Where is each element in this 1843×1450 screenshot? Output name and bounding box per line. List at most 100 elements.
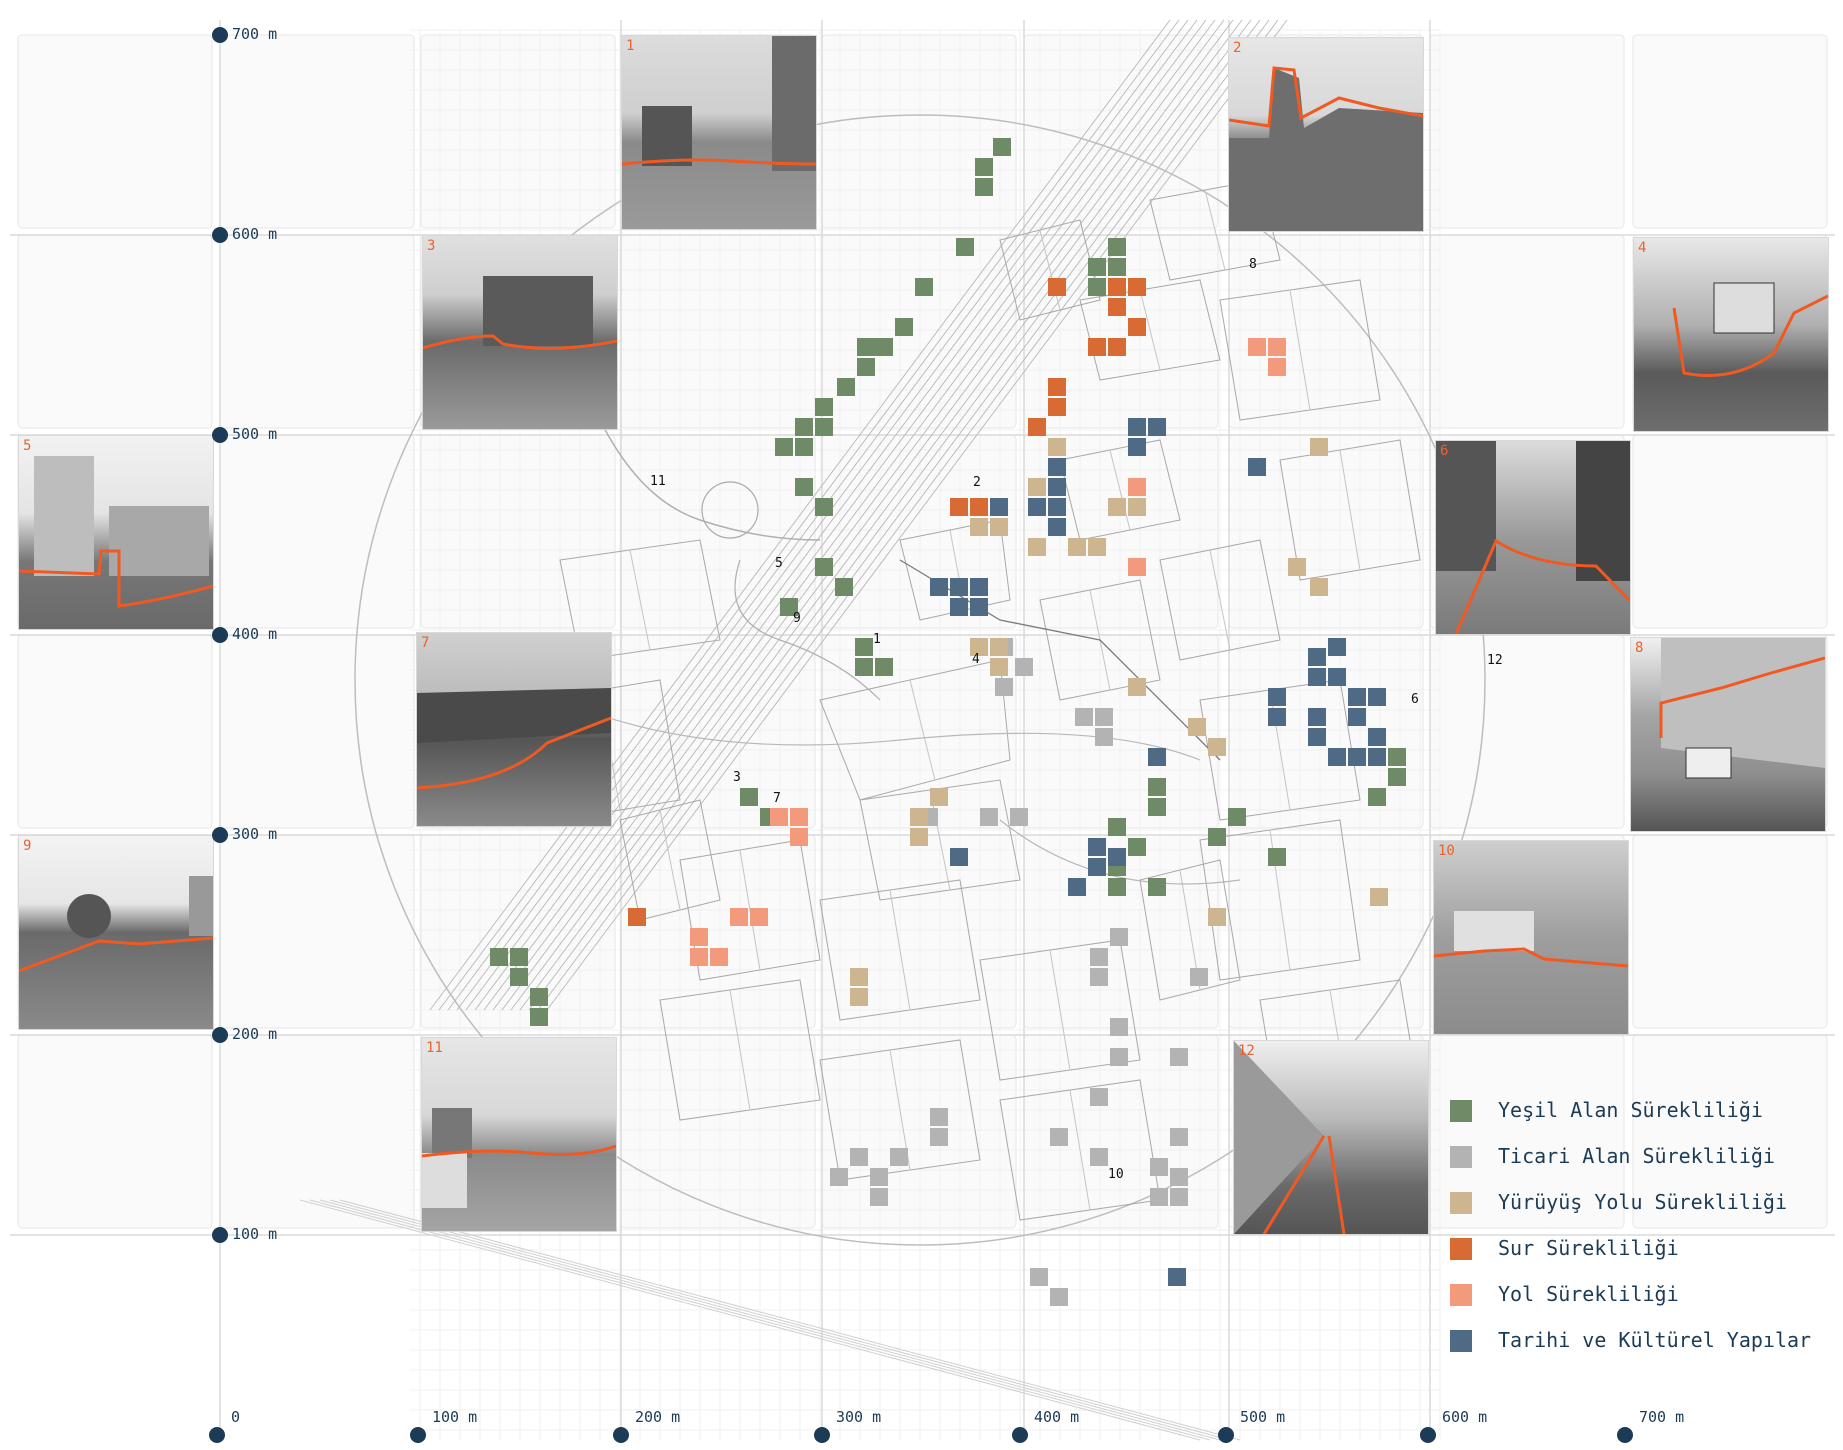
continuity-cell — [1308, 648, 1326, 666]
continuity-cell — [910, 828, 928, 846]
continuity-cell — [855, 658, 873, 676]
continuity-cell — [530, 988, 548, 1006]
legend-swatch — [1450, 1100, 1472, 1122]
continuity-cell — [1268, 848, 1286, 866]
y-axis-label: 400 m — [232, 625, 278, 643]
continuity-cell — [990, 658, 1008, 676]
continuity-cell — [1170, 1168, 1188, 1186]
continuity-cell — [1268, 338, 1286, 356]
continuity-cell — [1128, 678, 1146, 696]
photo-5: 5 — [18, 435, 214, 630]
continuity-cell — [1108, 338, 1126, 356]
continuity-cell — [1090, 948, 1108, 966]
legend-swatch — [1450, 1330, 1472, 1352]
continuity-cell — [1048, 438, 1066, 456]
continuity-cell — [975, 178, 993, 196]
continuity-cell — [875, 658, 893, 676]
continuity-cell — [795, 438, 813, 456]
continuity-cell — [1170, 1188, 1188, 1206]
continuity-cell — [930, 788, 948, 806]
continuity-cell — [1028, 478, 1046, 496]
continuity-cell — [970, 578, 988, 596]
continuity-cell — [1048, 518, 1066, 536]
map-label-2: 2 — [973, 475, 981, 490]
continuity-cell — [950, 848, 968, 866]
continuity-cell — [1268, 688, 1286, 706]
continuity-cell — [1108, 258, 1126, 276]
continuity-cell — [815, 418, 833, 436]
continuity-cell — [1168, 1268, 1186, 1286]
continuity-cell — [1128, 278, 1146, 296]
axis-dot — [212, 427, 228, 443]
continuity-cell — [1010, 808, 1028, 826]
continuity-cell — [1148, 418, 1166, 436]
continuity-cell — [1190, 968, 1208, 986]
continuity-cell — [1110, 1048, 1128, 1066]
continuity-cell — [1015, 658, 1033, 676]
photo-11: 11 — [421, 1037, 617, 1232]
axis-dot — [212, 827, 228, 843]
axis-dot — [209, 1427, 225, 1443]
continuity-cell — [1108, 498, 1126, 516]
continuity-cell — [1048, 498, 1066, 516]
continuity-cell — [1368, 788, 1386, 806]
continuity-cell — [950, 498, 968, 516]
continuity-cell — [815, 498, 833, 516]
legend-label: Yol Sürekliliği — [1498, 1282, 1679, 1306]
continuity-cell — [740, 788, 758, 806]
continuity-cell — [995, 678, 1013, 696]
continuity-cell — [1128, 498, 1146, 516]
continuity-cell — [1108, 878, 1126, 896]
photo-number: 8 — [1635, 640, 1644, 656]
continuity-cell — [1148, 878, 1166, 896]
continuity-cell — [690, 948, 708, 966]
legend-label: Sur Sürekliliği — [1498, 1236, 1679, 1260]
continuity-cell — [790, 828, 808, 846]
continuity-cell — [1248, 458, 1266, 476]
photo-7: 7 — [416, 632, 612, 827]
continuity-cell — [1088, 538, 1106, 556]
photo-number: 3 — [427, 238, 436, 254]
photo-2: 2 — [1228, 37, 1424, 232]
photo-number: 10 — [1438, 843, 1455, 859]
continuity-cell — [510, 948, 528, 966]
map-label-10: 10 — [1108, 1167, 1124, 1182]
photo-10: 10 — [1433, 840, 1629, 1035]
continuity-cell — [1108, 298, 1126, 316]
continuity-cell — [690, 928, 708, 946]
continuity-cell — [1328, 748, 1346, 766]
continuity-cell — [970, 498, 988, 516]
map-label-7: 7 — [773, 791, 781, 806]
continuity-cell — [1268, 358, 1286, 376]
continuity-cell — [1328, 668, 1346, 686]
continuity-cell — [1148, 778, 1166, 796]
x-axis-label: 100 m — [432, 1408, 478, 1426]
continuity-cell — [1110, 1018, 1128, 1036]
y-axis-label: 300 m — [232, 825, 278, 843]
continuity-cell — [1208, 738, 1226, 756]
continuity-cell — [1050, 1288, 1068, 1306]
axis-dot — [1617, 1427, 1633, 1443]
legend-label: Yürüyüş Yolu Sürekliliği — [1498, 1190, 1787, 1214]
continuity-cell — [1388, 768, 1406, 786]
photo-3: 3 — [422, 235, 618, 430]
axis-dot — [1218, 1427, 1234, 1443]
continuity-cell — [795, 478, 813, 496]
continuity-cell — [930, 1128, 948, 1146]
continuity-cell — [950, 578, 968, 596]
continuity-cell — [815, 558, 833, 576]
photo-6: 6 — [1435, 440, 1631, 635]
continuity-cell — [870, 1188, 888, 1206]
continuity-cell — [1128, 318, 1146, 336]
continuity-cell — [1090, 968, 1108, 986]
continuity-cell — [835, 578, 853, 596]
continuity-cell — [1148, 748, 1166, 766]
x-axis-label: 500 m — [1240, 1408, 1286, 1426]
continuity-cell — [1108, 848, 1126, 866]
continuity-cell — [1208, 908, 1226, 926]
photo-1: 1 — [621, 35, 817, 230]
continuity-cell — [1388, 748, 1406, 766]
continuity-cell — [1128, 438, 1146, 456]
continuity-cell — [890, 1148, 908, 1166]
continuity-cell — [990, 518, 1008, 536]
